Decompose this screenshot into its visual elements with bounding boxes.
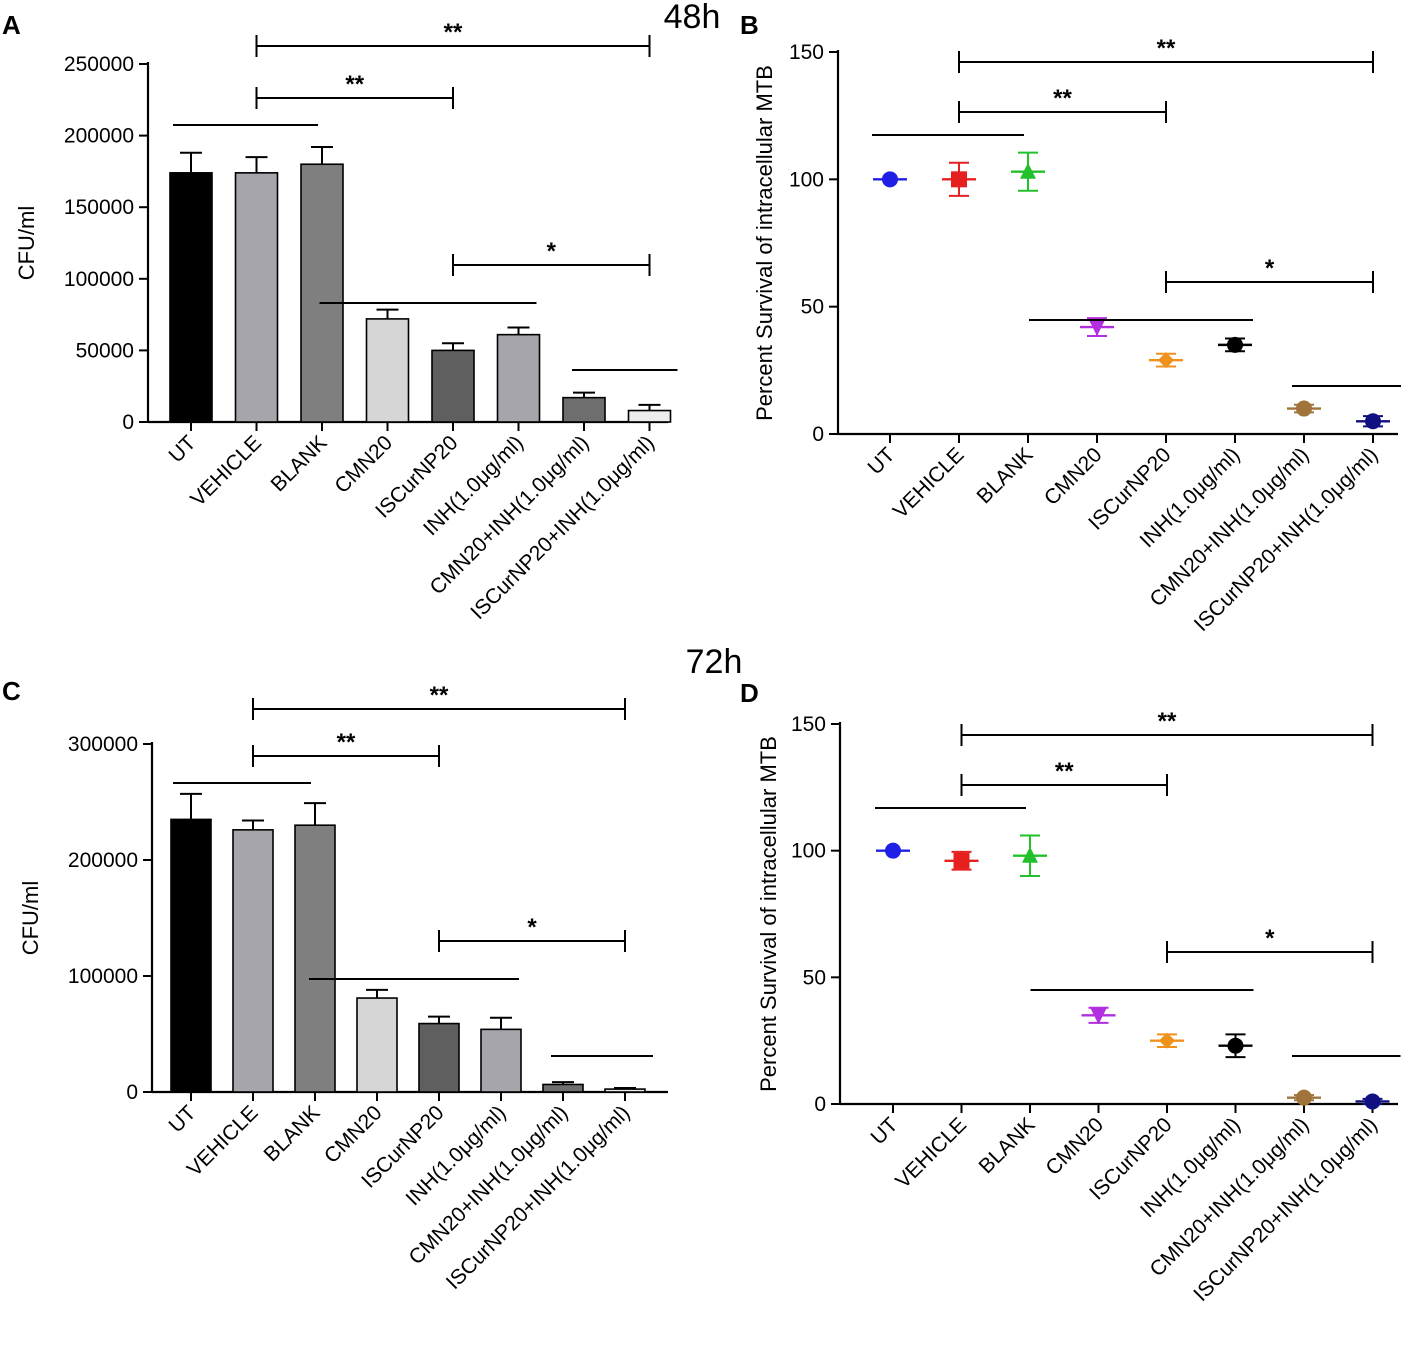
category-label-d: VEHICLE bbox=[891, 1113, 971, 1193]
y-tick-label-d: 100 bbox=[791, 840, 826, 863]
data-point-b bbox=[1089, 320, 1105, 337]
y-tick-label-a: 100000 bbox=[64, 268, 134, 291]
data-point-b bbox=[882, 171, 898, 188]
y-tick-label-c: 100000 bbox=[68, 965, 138, 988]
bar-c bbox=[170, 818, 212, 1093]
data-point-b bbox=[1365, 413, 1381, 430]
bar-c bbox=[418, 1022, 460, 1093]
significance-stars-d: ** bbox=[1158, 708, 1177, 735]
bar-a bbox=[562, 396, 606, 423]
data-point-b bbox=[951, 171, 967, 188]
category-label-b: UT bbox=[863, 443, 899, 479]
bar-a bbox=[234, 172, 279, 423]
data-point-d bbox=[953, 852, 970, 869]
data-point-d bbox=[1227, 1037, 1244, 1054]
bar-a bbox=[365, 318, 410, 423]
bar-c bbox=[604, 1088, 646, 1093]
bar-c bbox=[232, 829, 274, 1093]
significance-stars-b: ** bbox=[1157, 35, 1176, 62]
y-tick-label-d: 150 bbox=[791, 713, 826, 736]
y-tick-label-a: 200000 bbox=[64, 125, 134, 148]
bar-a bbox=[431, 349, 475, 423]
significance-stars-d: ** bbox=[1055, 758, 1074, 785]
significance-stars-a: ** bbox=[444, 19, 463, 46]
panel-b-survival-48h-scatter-chart: B 0 50 100 150 Percent Survival of intracellu… bbox=[740, 10, 1401, 636]
y-tick-label-c: 300000 bbox=[68, 733, 138, 756]
data-point-d bbox=[1159, 1032, 1175, 1049]
y-axis-label-a: CFU/ml bbox=[14, 206, 39, 281]
y-tick-label-d: 0 bbox=[814, 1093, 826, 1116]
y-tick-label-c: 0 bbox=[126, 1081, 138, 1104]
category-label-b: VEHICLE bbox=[889, 443, 969, 523]
data-point-d bbox=[1364, 1093, 1381, 1110]
y-tick-label-a: 50000 bbox=[76, 339, 134, 362]
data-point-b bbox=[1158, 352, 1174, 369]
significance-stars-a: * bbox=[547, 238, 557, 265]
category-label-a: CMN20 bbox=[330, 431, 397, 498]
bar-a bbox=[169, 172, 213, 423]
significance-stars-c: ** bbox=[337, 729, 356, 756]
bar-c bbox=[480, 1028, 522, 1093]
y-axis-label-b: Percent Survival of intracellular MTB bbox=[752, 65, 777, 421]
y-tick-label-b: 100 bbox=[789, 168, 824, 191]
y-axis-label-d: Percent Survival of intracellular MTB bbox=[756, 736, 781, 1092]
panel-letter-d: D bbox=[740, 678, 759, 708]
y-tick-label-a: 250000 bbox=[64, 53, 134, 76]
category-label-a: BLANK bbox=[267, 431, 332, 496]
panel-a-cfu-48h-bar-chart: A 0 50000 100000 150000 200000 250000 CFU/ml UTV… bbox=[2, 10, 678, 624]
category-label-d: BLANK bbox=[975, 1113, 1040, 1178]
significance-stars-a: ** bbox=[345, 71, 364, 98]
panel-letter-b: B bbox=[740, 10, 759, 40]
panel-letter-a: A bbox=[2, 10, 21, 40]
data-point-b bbox=[1020, 162, 1036, 179]
timepoint-label-48h: 48h bbox=[664, 0, 721, 36]
category-label-d: UT bbox=[866, 1113, 902, 1149]
significance-stars-b: * bbox=[1265, 255, 1275, 282]
category-label-d: CMN20 bbox=[1041, 1113, 1108, 1180]
y-tick-label-c: 200000 bbox=[68, 849, 138, 872]
category-label-c: UT bbox=[164, 1101, 200, 1137]
data-point-b bbox=[1227, 336, 1243, 353]
y-tick-label-a: 150000 bbox=[64, 196, 134, 219]
bar-c bbox=[356, 997, 398, 1093]
y-tick-label-a: 0 bbox=[122, 411, 134, 434]
panel-c-cfu-72h-bar-chart: C0100000200000300000CFU/mlUTVEHICLEBLANK… bbox=[2, 676, 668, 1294]
bar-c bbox=[542, 1083, 584, 1093]
category-label-b: BLANK bbox=[973, 443, 1038, 508]
significance-stars-b: ** bbox=[1053, 85, 1072, 112]
data-point-d bbox=[1296, 1089, 1312, 1106]
panel-d-survival-72h-scatter-chart: D 0 50 100 150 Percent Survival of intracellu… bbox=[740, 678, 1401, 1306]
y-tick-label-b: 50 bbox=[801, 296, 824, 319]
bar-a bbox=[627, 409, 672, 423]
category-label-a: VEHICLE bbox=[186, 431, 266, 511]
category-label-b: CMN20 bbox=[1040, 443, 1107, 510]
data-point-d bbox=[885, 842, 901, 859]
data-point-d bbox=[1090, 1008, 1107, 1025]
category-label-c: BLANK bbox=[260, 1101, 325, 1166]
timepoint-label-72h: 72h bbox=[686, 643, 743, 681]
y-axis-label-c: CFU/ml bbox=[18, 881, 43, 956]
data-point-b bbox=[1296, 400, 1312, 417]
y-tick-label-b: 0 bbox=[812, 423, 824, 446]
significance-stars-d: * bbox=[1265, 925, 1275, 952]
data-point-d bbox=[1022, 846, 1038, 863]
y-tick-label-d: 50 bbox=[803, 966, 826, 989]
panel-letter-c: C bbox=[2, 676, 21, 706]
bar-c bbox=[294, 824, 336, 1093]
significance-stars-c: ** bbox=[430, 682, 449, 709]
bar-a bbox=[496, 333, 541, 423]
category-label-a: UT bbox=[164, 431, 200, 467]
y-tick-label-b: 150 bbox=[789, 41, 824, 64]
significance-stars-c: * bbox=[527, 914, 537, 941]
bar-a bbox=[300, 163, 344, 423]
